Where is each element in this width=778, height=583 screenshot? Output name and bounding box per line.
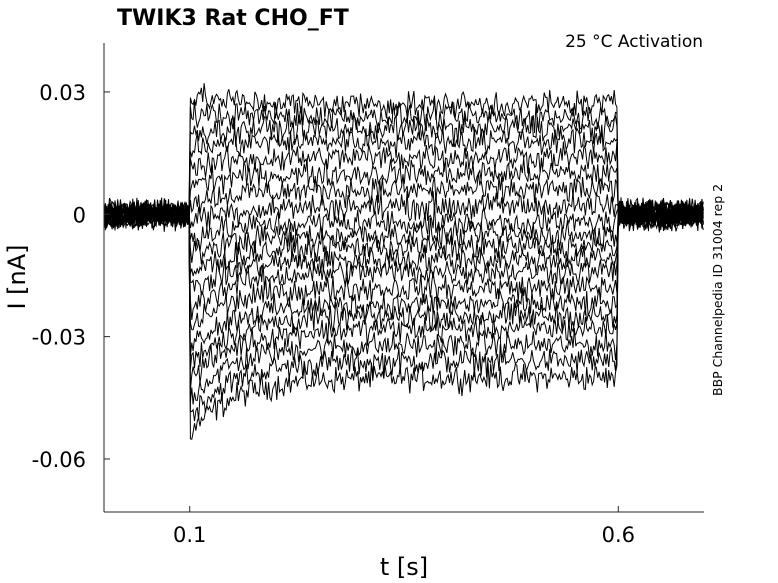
y-tick-label: -0.03 <box>32 326 86 350</box>
chart-title: TWIK3 Rat CHO_FT <box>117 6 349 31</box>
current-trace <box>103 197 704 320</box>
x-tick-label: 0.1 <box>173 523 206 547</box>
x-ticks: 0.1 0.6 <box>173 506 635 547</box>
x-tick-label: 0.6 <box>602 523 635 547</box>
y-ticks: 0.03 0 -0.03 -0.06 <box>32 81 110 472</box>
y-axis-label: I [nA] <box>3 244 31 309</box>
current-trace <box>103 190 704 232</box>
current-trace <box>103 197 704 405</box>
current-trace <box>103 198 704 369</box>
current-trace <box>103 198 704 440</box>
current-trace <box>103 198 704 422</box>
current-trace <box>103 157 704 232</box>
x-axis-label: t [s] <box>380 553 428 581</box>
current-trace <box>103 83 704 230</box>
condition-annotation: 25 °C Activation <box>565 32 703 52</box>
current-trace <box>103 200 704 265</box>
current-trace <box>103 197 704 357</box>
current-traces <box>103 83 704 440</box>
current-trace <box>103 200 704 390</box>
current-trace <box>103 202 704 252</box>
current-trace <box>103 100 704 232</box>
source-label: BBP Channelpedia ID 31004 rep 2 <box>710 184 725 396</box>
current-trace <box>103 197 704 331</box>
current-trace <box>103 141 704 227</box>
y-tick-label: 0.03 <box>39 81 86 105</box>
y-tick-label: 0 <box>73 203 86 227</box>
current-trace <box>103 200 704 297</box>
y-tick-label: -0.06 <box>32 448 86 472</box>
current-trace <box>103 111 704 229</box>
